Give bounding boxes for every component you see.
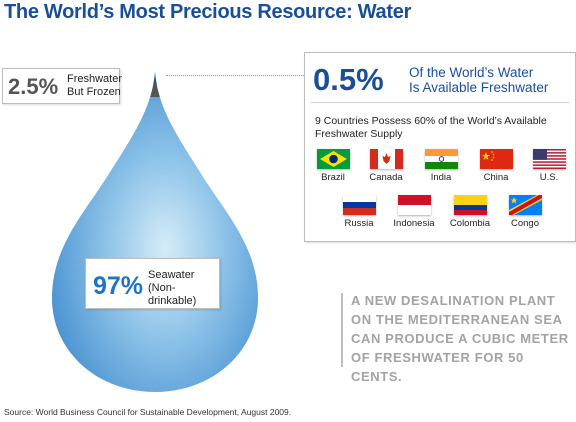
country-name-colombia: Colombia (449, 218, 491, 229)
colombia-flag-icon (454, 195, 487, 215)
country-name-india: India (430, 172, 452, 183)
frozen-percent: 2.5% (8, 74, 59, 99)
available-headline-line1: Of the World’s Water (409, 65, 534, 80)
india-flag-icon (425, 149, 458, 169)
congo-flag-icon (509, 195, 542, 215)
country-name-russia: Russia (344, 218, 374, 229)
fact-accent-bar (341, 293, 343, 367)
indonesia-flag-icon (398, 195, 431, 215)
frozen-label-line2: But Frozen (67, 86, 121, 98)
fact-line3: CAN PRODUCE A CUBIC METER (351, 331, 569, 346)
fact-line4: OF FRESHWATER FOR 50 CENTS. (351, 350, 524, 384)
source-note: Source: World Business Council for Susta… (4, 407, 292, 417)
country-name-brazil: Brazil (321, 172, 345, 183)
available-headline: Of the World’s Water Is Available Freshw… (409, 65, 548, 95)
seawater-label-line2: (Non-drinkable) (148, 282, 197, 307)
available-percent: 0.5% (313, 62, 384, 97)
callout-connector (166, 75, 304, 76)
seawater-drop (52, 72, 258, 392)
divider (311, 102, 569, 103)
country-name-congo: Congo (511, 218, 539, 229)
available-freshwater-panel: 0.5% Of the World’s Water Is Available F… (304, 52, 576, 242)
us-flag-icon (533, 149, 566, 169)
seawater-label-line1: Seawater (148, 269, 195, 281)
russia-flag-icon (343, 195, 376, 215)
desalination-fact: A NEW DESALINATION PLANT ON THE MEDITERR… (351, 291, 573, 386)
country-name-us: U.S. (539, 172, 559, 183)
page-title: The World’s Most Precious Resource: Wate… (4, 1, 412, 23)
fact-line1: A NEW DESALINATION PLANT (351, 293, 556, 308)
country-name-canada: Canada (369, 172, 403, 183)
seawater-percent: 97% (93, 272, 144, 300)
country-name-china: China (483, 172, 509, 183)
canada-flag-icon (370, 149, 403, 169)
brazil-flag-icon (317, 149, 350, 169)
available-headline-line2: Is Available Freshwater (409, 80, 549, 95)
frozen-label: Freshwater But Frozen (67, 73, 122, 99)
frozen-callout: 2.5% Freshwater But Frozen (2, 68, 122, 104)
seawater-callout: 97% Seawater (Non-drinkable) (85, 258, 220, 309)
china-flag-icon (480, 149, 513, 169)
seawater-label: Seawater (Non-drinkable) (148, 269, 219, 308)
countries-subtext: 9 Countries Possess 60% of the World’s A… (315, 115, 547, 140)
fact-line2: ON THE MEDITERRANEAN SEA (351, 312, 563, 327)
country-name-indonesia: Indonesia (393, 218, 435, 229)
frozen-label-line1: Freshwater (67, 73, 123, 85)
